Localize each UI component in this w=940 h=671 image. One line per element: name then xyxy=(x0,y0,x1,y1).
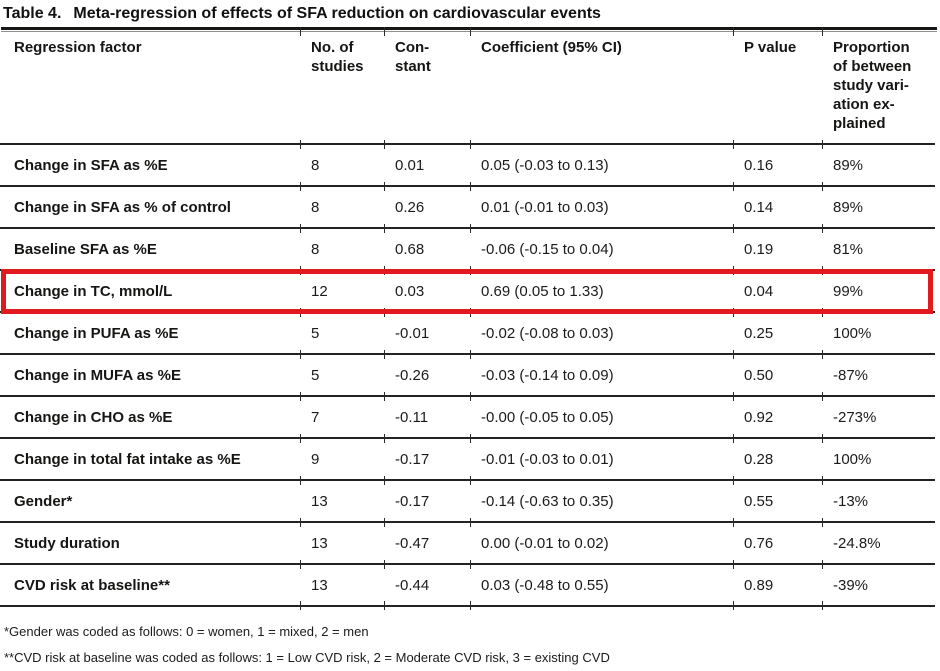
cell-coefficient: -0.14 (-0.63 to 0.35) xyxy=(470,477,734,522)
cell-proportion: 100% xyxy=(822,435,935,480)
cell-n-studies: 8 xyxy=(300,183,385,228)
table-title: Table 4. Meta-regression of effects of SF… xyxy=(1,0,937,30)
cell-proportion: -24.8% xyxy=(822,519,935,564)
cell-p-value: 0.89 xyxy=(733,561,823,611)
cell-constant: -0.11 xyxy=(384,393,471,438)
cell-p-value: 0.55 xyxy=(733,477,823,522)
cell-proportion: 89% xyxy=(822,141,935,186)
column-header-no-of-studies: No. of studies xyxy=(300,27,385,145)
cell-proportion: -273% xyxy=(822,393,935,438)
cell-constant: -0.44 xyxy=(384,561,471,611)
cell-constant: 0.01 xyxy=(384,141,471,186)
table-row: Change in MUFA as %E 5 -0.26 -0.03 (-0.1… xyxy=(0,351,935,396)
cell-factor: Change in TC, mmol/L xyxy=(0,269,301,312)
cell-factor: Change in SFA as %E xyxy=(0,143,301,186)
cell-p-value: 0.14 xyxy=(733,183,823,228)
cell-coefficient: 0.69 (0.05 to 1.33) xyxy=(470,267,734,312)
cell-n-studies: 9 xyxy=(300,435,385,480)
cell-proportion: -39% xyxy=(822,561,935,611)
column-header-regression-factor: Regression factor xyxy=(0,32,301,145)
cell-n-studies: 13 xyxy=(300,561,385,611)
cell-p-value: 0.92 xyxy=(733,393,823,438)
cell-constant: -0.26 xyxy=(384,351,471,396)
footnote-gender: *Gender was coded as follows: 0 = women,… xyxy=(4,624,369,639)
cell-n-studies: 13 xyxy=(300,477,385,522)
cell-coefficient: -0.03 (-0.14 to 0.09) xyxy=(470,351,734,396)
table-row: Study duration 13 -0.47 0.00 (-0.01 to 0… xyxy=(0,519,935,564)
footnotes: *Gender was coded as follows: 0 = women,… xyxy=(0,624,940,666)
highlighted-table-row: Change in TC, mmol/L 12 0.03 0.69 (0.05 … xyxy=(0,267,935,312)
table-row: Change in total fat intake as %E 9 -0.17… xyxy=(0,435,935,480)
cell-constant: -0.47 xyxy=(384,519,471,564)
column-header-p-value: P value xyxy=(733,27,823,145)
cell-constant: -0.17 xyxy=(384,435,471,480)
cell-p-value: 0.16 xyxy=(733,141,823,186)
meta-regression-table: Regression factor No. of studies Con- st… xyxy=(0,27,935,611)
cell-n-studies: 7 xyxy=(300,393,385,438)
cell-n-studies: 13 xyxy=(300,519,385,564)
table-row: Change in CHO as %E 7 -0.11 -0.00 (-0.05… xyxy=(0,393,935,438)
cell-coefficient: -0.02 (-0.08 to 0.03) xyxy=(470,309,734,354)
table-row: Gender* 13 -0.17 -0.14 (-0.63 to 0.35) 0… xyxy=(0,477,935,522)
cell-factor: Change in CHO as %E xyxy=(0,395,301,438)
cell-factor: Baseline SFA as %E xyxy=(0,227,301,270)
cell-constant: 0.68 xyxy=(384,225,471,270)
cell-constant: -0.01 xyxy=(384,309,471,354)
table-row: Change in SFA as % of control 8 0.26 0.0… xyxy=(0,183,935,228)
cell-p-value: 0.04 xyxy=(733,267,823,312)
cell-coefficient: -0.00 (-0.05 to 0.05) xyxy=(470,393,734,438)
column-header-constant: Con- stant xyxy=(384,27,471,145)
cell-n-studies: 5 xyxy=(300,309,385,354)
cell-n-studies: 12 xyxy=(300,267,385,312)
cell-p-value: 0.19 xyxy=(733,225,823,270)
cell-coefficient: -0.01 (-0.03 to 0.01) xyxy=(470,435,734,480)
cell-factor: Study duration xyxy=(0,521,301,564)
cell-proportion: 89% xyxy=(822,183,935,228)
cell-n-studies: 8 xyxy=(300,225,385,270)
column-header-proportion: Proportion of between study vari- ation … xyxy=(822,27,935,145)
table-row: Baseline SFA as %E 8 0.68 -0.06 (-0.15 t… xyxy=(0,225,935,270)
column-header-coefficient: Coefficient (95% CI) xyxy=(470,27,734,145)
cell-factor: CVD risk at baseline** xyxy=(0,563,301,606)
cell-constant: -0.17 xyxy=(384,477,471,522)
cell-coefficient: -0.06 (-0.15 to 0.04) xyxy=(470,225,734,270)
cell-n-studies: 5 xyxy=(300,351,385,396)
table-number-label: Table 4. xyxy=(3,5,62,22)
cell-coefficient: 0.01 (-0.01 to 0.03) xyxy=(470,183,734,228)
cell-coefficient: 0.03 (-0.48 to 0.55) xyxy=(470,561,734,611)
cell-p-value: 0.25 xyxy=(733,309,823,354)
footnote-cvd-risk: **CVD risk at baseline was coded as foll… xyxy=(4,650,610,665)
cell-coefficient: 0.05 (-0.03 to 0.13) xyxy=(470,141,734,186)
cell-proportion: -13% xyxy=(822,477,935,522)
cell-factor: Change in MUFA as %E xyxy=(0,353,301,396)
header-row: Regression factor No. of studies Con- st… xyxy=(0,27,935,145)
cell-p-value: 0.50 xyxy=(733,351,823,396)
table-title-text: Meta-regression of effects of SFA reduct… xyxy=(73,5,601,22)
cell-coefficient: 0.00 (-0.01 to 0.02) xyxy=(470,519,734,564)
cell-factor: Change in total fat intake as %E xyxy=(0,437,301,480)
table-row: Change in SFA as %E 8 0.01 0.05 (-0.03 t… xyxy=(0,141,935,186)
cell-proportion: 100% xyxy=(822,309,935,354)
table-row: Change in PUFA as %E 5 -0.01 -0.02 (-0.0… xyxy=(0,309,935,354)
cell-proportion: 99% xyxy=(822,267,935,312)
cell-factor: Change in SFA as % of control xyxy=(0,185,301,228)
table-row: CVD risk at baseline** 13 -0.44 0.03 (-0… xyxy=(0,561,935,611)
cell-p-value: 0.76 xyxy=(733,519,823,564)
cell-factor: Gender* xyxy=(0,479,301,522)
cell-factor: Change in PUFA as %E xyxy=(0,311,301,354)
cell-proportion: 81% xyxy=(822,225,935,270)
cell-n-studies: 8 xyxy=(300,141,385,186)
cell-constant: 0.03 xyxy=(384,267,471,312)
cell-constant: 0.26 xyxy=(384,183,471,228)
cell-proportion: -87% xyxy=(822,351,935,396)
cell-p-value: 0.28 xyxy=(733,435,823,480)
